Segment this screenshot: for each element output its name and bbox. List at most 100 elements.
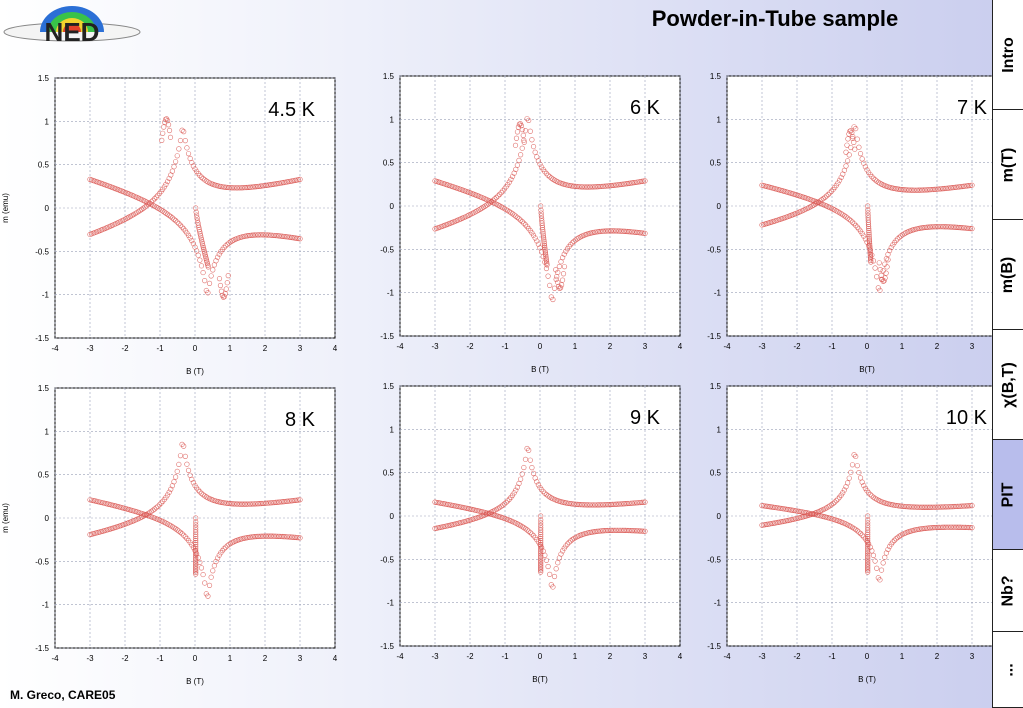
- data-point: [538, 543, 544, 549]
- data-point: [759, 222, 765, 228]
- data-point: [888, 244, 894, 251]
- data-point: [865, 559, 871, 565]
- tab-intro[interactable]: Intro: [993, 0, 1023, 110]
- y-tick-label: 1.5: [38, 384, 50, 393]
- data-point: [216, 251, 222, 257]
- y-tick-label: 0: [390, 512, 395, 521]
- data-point: [159, 137, 165, 143]
- data-point: [553, 566, 559, 572]
- tab-m-of-t[interactable]: m(T): [993, 110, 1023, 220]
- data-point: [286, 234, 292, 240]
- data-point: [896, 186, 902, 192]
- data-point: [526, 117, 532, 124]
- data-point: [518, 152, 524, 158]
- data-point: [547, 174, 553, 180]
- data-point: [782, 506, 788, 512]
- data-point: [874, 178, 880, 184]
- data-point: [865, 533, 871, 540]
- data-point: [158, 500, 164, 506]
- data-point: [200, 243, 206, 249]
- data-point: [866, 239, 873, 245]
- data-point: [193, 205, 199, 211]
- data-point: [538, 533, 544, 540]
- data-point: [184, 535, 190, 542]
- data-point: [155, 503, 161, 509]
- data-point: [566, 539, 572, 545]
- data-point: [181, 443, 187, 449]
- data-point: [294, 497, 300, 503]
- data-point: [538, 529, 544, 535]
- y-tick-label: -0.5: [380, 245, 394, 254]
- x-tick-label: -4: [723, 342, 731, 351]
- data-point: [202, 493, 208, 499]
- data-point: [215, 555, 221, 561]
- y-tick-label: -0.5: [707, 245, 721, 254]
- y-tick-label: 1.5: [383, 382, 395, 391]
- data-point: [560, 271, 567, 277]
- data-point: [221, 184, 227, 190]
- data-point: [184, 461, 190, 467]
- data-point: [521, 464, 527, 471]
- data-point: [623, 181, 629, 187]
- data-point: [195, 252, 201, 258]
- data-point: [843, 484, 849, 490]
- data-point: [174, 153, 180, 159]
- data-point: [295, 535, 301, 541]
- data-point: [193, 543, 199, 550]
- data-point: [261, 182, 268, 189]
- data-point: [538, 561, 544, 567]
- x-tick-label: 3: [643, 342, 648, 351]
- data-point: [187, 155, 193, 162]
- data-point: [877, 287, 883, 293]
- data-point: [224, 280, 230, 286]
- data-point: [553, 267, 559, 273]
- data-point: [836, 494, 843, 500]
- data-point: [961, 183, 967, 189]
- data-point: [773, 505, 780, 511]
- data-point: [851, 139, 857, 145]
- data-point: [862, 164, 868, 170]
- y-tick-label: 0.5: [710, 469, 722, 478]
- data-point: [545, 493, 551, 499]
- y-tick-label: 0: [390, 202, 395, 211]
- data-point: [865, 517, 871, 523]
- data-point: [538, 517, 544, 523]
- y-tick-label: -1: [42, 291, 50, 300]
- data-point: [540, 231, 546, 237]
- data-point: [227, 501, 234, 507]
- y-tick-label: 1.5: [383, 72, 395, 81]
- data-point: [263, 182, 269, 188]
- data-point: [184, 145, 190, 151]
- data-point: [560, 255, 566, 261]
- tab-chi-b-t[interactable]: χ(B,T): [993, 330, 1023, 440]
- data-point: [966, 225, 972, 231]
- data-point: [780, 506, 786, 512]
- chart-svg: -4 -3 -2 -1 0 1 2 3 4 -1.5 -1 -0.5 0 0.5 1 1.5 B (T) m (e…: [1, 74, 338, 376]
- data-point: [844, 142, 850, 148]
- data-point: [767, 504, 773, 510]
- x-tick-label: -2: [121, 344, 129, 353]
- x-tick-label: 3: [298, 344, 303, 353]
- data-point: [966, 524, 972, 531]
- data-point: [169, 215, 175, 221]
- hysteresis-chart-6K: -4 -3 -2 -1 0 1 2 3 4 -1.5 -1 -0.5 0 0.5 1 1.5 B (T) 6 K: [345, 68, 683, 383]
- hysteresis-chart-10K: -4 -3 -2 -1 0 1 2 3 4 -1.5 -1 -0.5 0 0.5 1 1.5 B (T) 10 K: [672, 378, 1010, 693]
- tab-m-of-b[interactable]: m(B): [993, 220, 1023, 330]
- tab-nb[interactable]: Nb?: [993, 550, 1023, 632]
- data-point: [177, 222, 184, 228]
- tab-more[interactable]: ...: [993, 632, 1023, 708]
- data-point: [529, 531, 535, 537]
- data-point: [529, 465, 535, 471]
- data-point: [854, 463, 860, 469]
- tab-pit[interactable]: PIT: [993, 440, 1023, 550]
- data-point: [843, 149, 849, 155]
- data-point: [541, 235, 547, 241]
- data-point: [194, 168, 200, 175]
- data-point: [538, 557, 544, 564]
- data-point: [284, 234, 290, 240]
- data-point: [877, 267, 883, 273]
- data-point: [177, 137, 184, 144]
- data-point: [868, 256, 874, 262]
- data-point: [174, 468, 180, 474]
- data-point: [917, 526, 923, 532]
